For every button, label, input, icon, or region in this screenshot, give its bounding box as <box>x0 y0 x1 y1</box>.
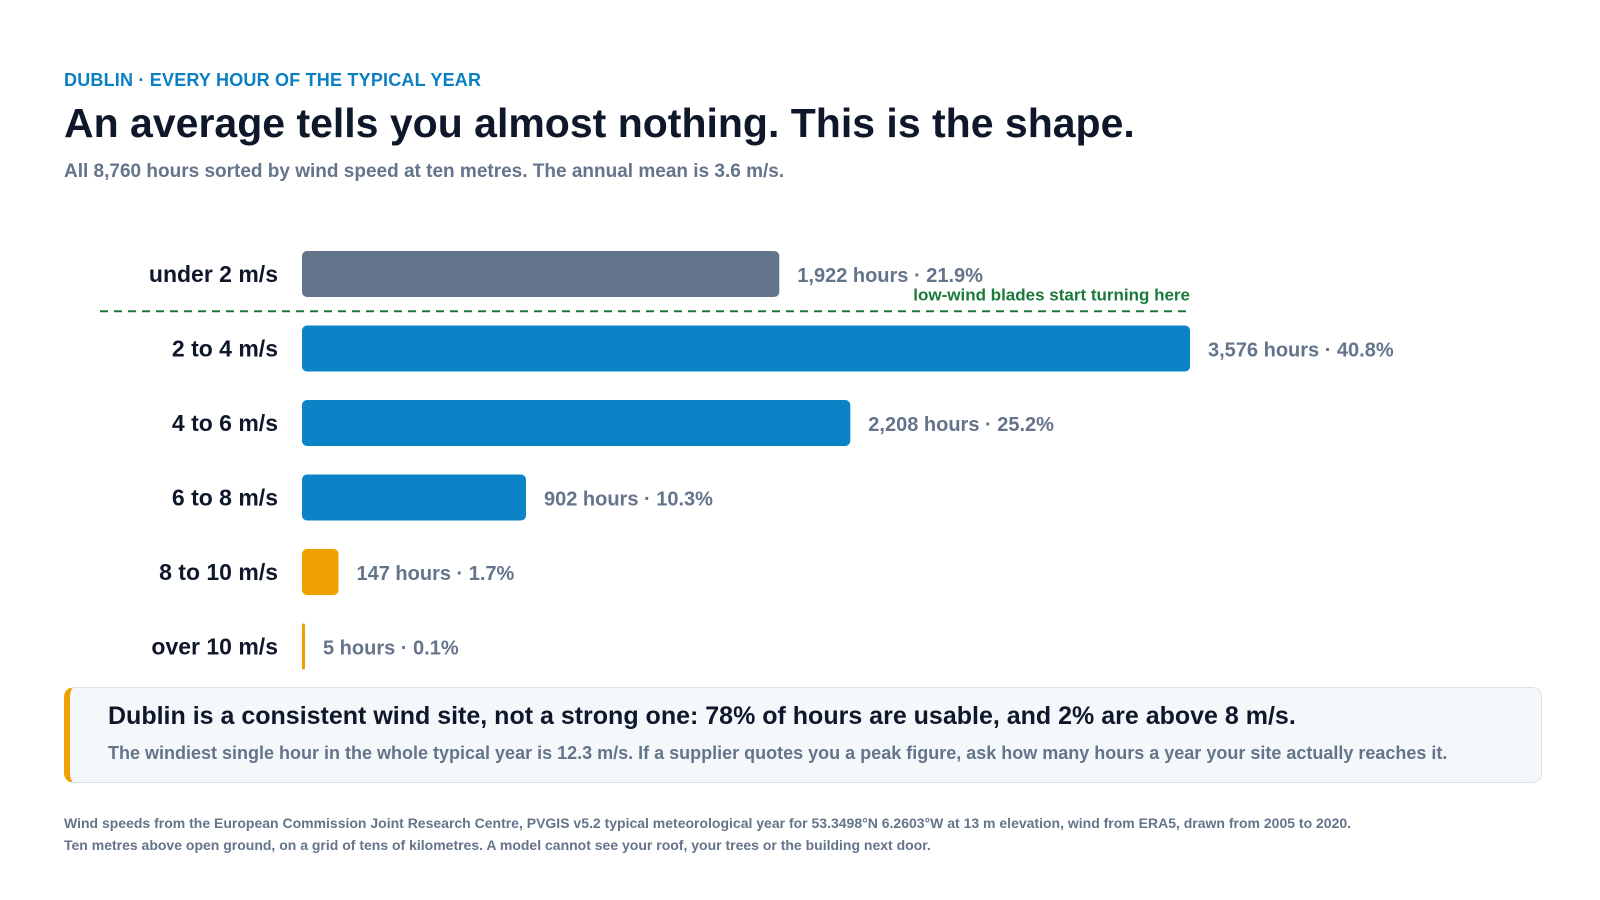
category-label: over 10 m/s <box>151 634 278 660</box>
callout-body: The windiest single hour in the whole ty… <box>108 743 1448 763</box>
data-label: 5 hours · 0.1% <box>323 638 459 660</box>
page-subtitle: All 8,760 hours sorted by wind speed at … <box>64 161 785 182</box>
data-label: 3,576 hours · 40.8% <box>1208 340 1394 362</box>
category-label: 4 to 6 m/s <box>172 410 278 436</box>
bar <box>302 251 780 297</box>
category-label: 2 to 4 m/s <box>172 336 278 362</box>
category-label: 6 to 8 m/s <box>172 485 278 511</box>
bar <box>302 623 305 670</box>
category-label: under 2 m/s <box>149 261 278 287</box>
eyebrow-label: DUBLIN · EVERY HOUR OF THE TYPICAL YEAR <box>64 70 482 90</box>
data-label: 2,208 hours · 25.2% <box>868 414 1054 436</box>
category-label: 8 to 10 m/s <box>159 559 278 585</box>
page-title: An average tells you almost nothing. Thi… <box>64 100 1135 146</box>
caveat-note: Ten metres above open ground, on a grid … <box>64 837 931 853</box>
summary-callout: Dublin is a consistent wind site, not a … <box>64 687 1542 783</box>
source-note: Wind speeds from the European Commission… <box>64 815 1352 831</box>
bar <box>302 400 851 446</box>
bar <box>302 325 1190 372</box>
callout-headline: Dublin is a consistent wind site, not a … <box>108 702 1296 730</box>
bar <box>302 549 339 595</box>
bar <box>302 474 526 521</box>
data-label: 902 hours · 10.3% <box>544 489 713 511</box>
data-label: 1,922 hours · 21.9% <box>797 265 983 287</box>
threshold-label: low-wind blades start turning here <box>913 285 1190 304</box>
wind-speed-bar-chart: under 2 m/s 1,922 hours · 21.9% 2 to 4 m/s… <box>100 251 1394 670</box>
data-label: 147 hours · 1.7% <box>357 563 515 585</box>
